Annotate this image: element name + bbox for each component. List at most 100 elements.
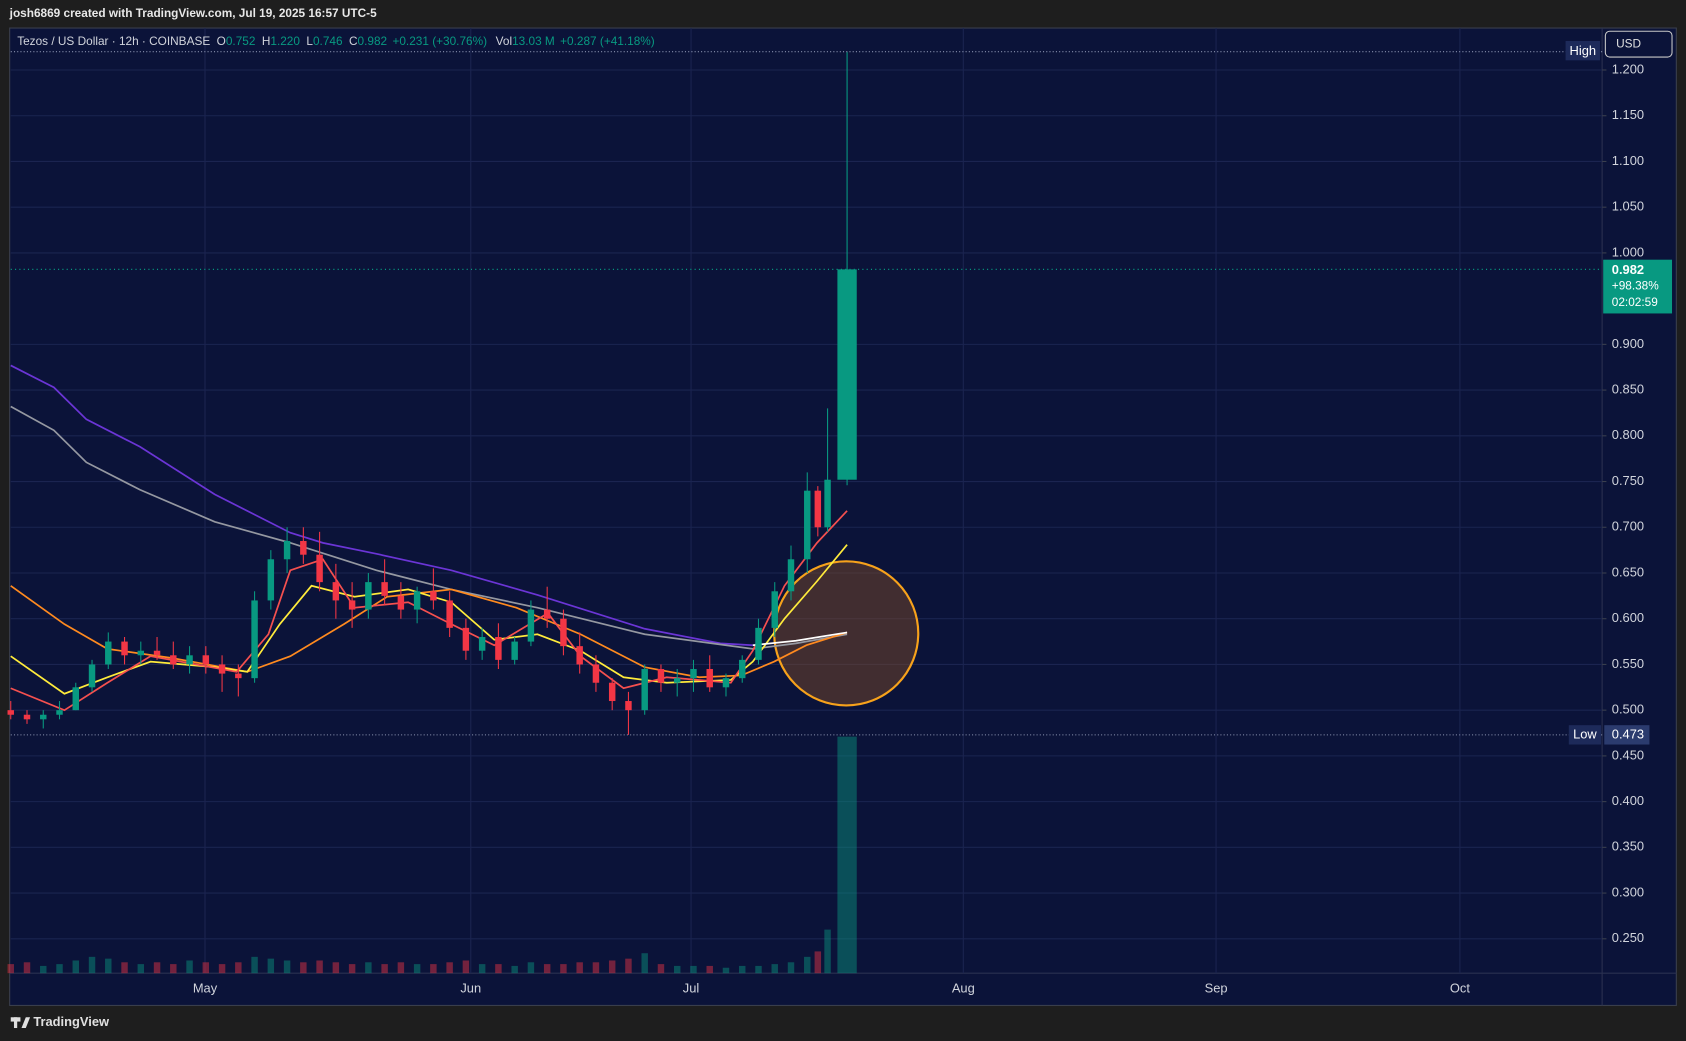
candle-body	[153, 650, 161, 656]
volume-bar	[657, 964, 665, 974]
volume-bar	[495, 964, 502, 974]
volume-bar	[478, 964, 486, 974]
volume-bar	[755, 965, 762, 974]
candle-body	[592, 664, 600, 683]
moving-average-line	[10, 364, 753, 647]
candle-body	[170, 655, 177, 665]
y-tick-label: 0.450	[1612, 747, 1644, 762]
x-tick-label: Oct	[1450, 981, 1470, 996]
volume-bar	[88, 956, 96, 974]
candle-body	[251, 600, 258, 679]
legend-item-label: H	[262, 34, 271, 48]
candle-body	[202, 655, 210, 665]
candle-body	[576, 646, 583, 665]
candle-body	[137, 650, 145, 656]
price-tag-change: +98.38%	[1612, 279, 1659, 293]
candle-body	[771, 591, 778, 628]
y-tick-label: 0.650	[1612, 564, 1644, 579]
legend-volume-label: Vol	[496, 34, 512, 48]
volume-bar	[824, 929, 831, 974]
volume-bar	[608, 960, 616, 974]
candle-body	[837, 269, 857, 480]
candle-body	[722, 678, 730, 688]
chart-panel	[9, 27, 1677, 1006]
y-tick-label: 1.200	[1612, 61, 1644, 76]
volume-bar	[218, 964, 226, 974]
footer-logo	[10, 1017, 31, 1029]
candle-body	[690, 669, 697, 679]
volume-bar	[771, 964, 778, 974]
candle-body	[56, 710, 63, 715]
legend-item-label: O	[217, 34, 226, 48]
low-value-box	[1604, 725, 1650, 745]
candle-body	[23, 714, 31, 720]
volume-bar	[814, 951, 822, 974]
candle-body	[267, 559, 275, 601]
volume-bar	[300, 962, 307, 974]
candle-body	[657, 669, 665, 683]
candle-body	[625, 701, 632, 711]
volume-bar	[186, 960, 193, 974]
currency-button[interactable]	[1604, 30, 1673, 58]
volume-bar	[576, 962, 583, 974]
y-tick-label: 0.750	[1612, 473, 1644, 488]
candle-body	[105, 641, 112, 665]
candle-body	[186, 655, 193, 665]
candle-body	[755, 627, 762, 660]
volume-bar	[511, 965, 518, 974]
candle-body	[641, 669, 648, 711]
low-label-box	[1568, 725, 1602, 745]
x-tick-label: Jun	[460, 981, 481, 996]
volume-bar	[202, 962, 210, 974]
volume-bar	[332, 962, 340, 974]
volume-bar	[170, 964, 177, 974]
candle-body	[381, 582, 388, 596]
moving-average-line	[10, 585, 848, 679]
y-tick-label: 0.800	[1612, 427, 1644, 442]
volume-bar	[137, 964, 145, 974]
candle-body	[462, 627, 470, 651]
volume-bar	[804, 956, 811, 974]
legend-symbol: Tezos / US Dollar · 12h · COINBASE	[17, 34, 210, 48]
y-tick-label: 1.000	[1612, 244, 1644, 259]
volume-bar	[365, 962, 372, 974]
y-tick-label: 0.600	[1612, 610, 1644, 625]
legend-volume-value: 13.03 M	[512, 34, 555, 48]
volume-bar	[462, 960, 470, 974]
candle-body	[543, 609, 551, 619]
candle-body	[739, 659, 746, 679]
volume-bar	[7, 964, 14, 974]
volume-bar	[267, 958, 275, 974]
high-label: High	[1570, 43, 1597, 58]
candle-body	[560, 618, 567, 647]
candle-body	[511, 641, 518, 660]
volume-bar	[706, 965, 713, 974]
volume-bar	[543, 964, 551, 974]
volume-bar	[105, 958, 112, 974]
candle-body	[235, 673, 242, 679]
candle-body	[814, 490, 822, 528]
x-tick-label: Aug	[952, 981, 975, 996]
price-tag-box	[1603, 259, 1673, 314]
x-tick-label: May	[193, 981, 218, 996]
legend-item-value: 0.746	[313, 34, 343, 48]
volume-bar	[527, 962, 535, 974]
legend-item-value: 0.752	[226, 34, 256, 48]
legend-item-value: 1.220	[270, 34, 300, 48]
candle-body	[88, 664, 96, 688]
volume-bar	[592, 962, 600, 974]
candle-body	[332, 582, 340, 601]
candle-body	[430, 591, 437, 601]
volume-bar	[690, 965, 697, 974]
volume-bar	[625, 958, 632, 974]
volume-bar	[673, 965, 681, 974]
volume-bar	[413, 964, 421, 974]
candle-body	[348, 600, 356, 610]
volume-bar	[837, 736, 857, 974]
legend-item-value: 0.982	[358, 34, 388, 48]
volume-bar	[430, 964, 437, 974]
candle-body	[673, 678, 681, 683]
legend-item-label: L	[306, 34, 313, 48]
currency-label[interactable]: USD	[1616, 36, 1641, 50]
top-note: josh6869 created with TradingView.com, J…	[9, 6, 377, 20]
